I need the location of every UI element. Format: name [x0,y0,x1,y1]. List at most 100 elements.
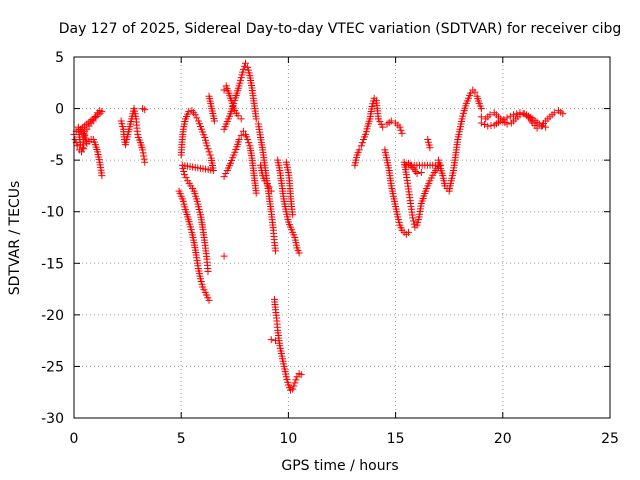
data-point [139,146,147,154]
data-series [351,94,387,169]
data-point [80,145,88,153]
data-point [533,124,541,132]
data-point [98,172,106,180]
data-series [205,92,228,260]
data-point [252,189,260,197]
data-point [180,167,188,175]
data-point [204,268,212,276]
data-point [141,106,149,114]
y-tick-label: -20 [41,308,64,324]
data-point [513,110,521,118]
data-series [274,156,303,257]
data-point [140,155,148,163]
data-point [404,228,412,236]
data-series [117,105,149,166]
y-axis: 5 0 -5 -10 -15 -20 -25 -30 [41,50,610,427]
data-point [535,120,543,128]
data-point [239,65,247,73]
data-series [220,59,260,197]
y-tick-label: -25 [41,359,64,375]
data-point [203,142,211,150]
data-point [477,119,485,127]
data-point [291,379,299,387]
data-point [538,122,546,130]
data-point [193,114,201,122]
data-point [290,382,298,390]
data-point [240,62,248,70]
data-point [292,376,300,384]
data-point [178,161,186,169]
data-point [289,385,297,393]
y-tick-label: 0 [55,102,64,118]
data-point [86,117,94,125]
data-point [426,144,434,152]
data-point [272,247,280,255]
data-point [409,217,417,225]
data-series [254,120,280,255]
data-series [177,107,217,276]
plot-frame [73,56,611,419]
y-tick-label: -30 [41,411,64,427]
data-series [400,158,445,231]
data-point [140,152,148,160]
data-point [387,117,395,125]
data-points [70,59,567,394]
y-tick-label: 5 [55,50,64,66]
x-axis-label: GPS time / hours [281,458,398,474]
data-point [542,123,550,131]
x-tick-label: 5 [177,431,186,447]
data-point [506,112,514,120]
data-point [481,121,489,129]
data-point [413,170,421,178]
chart-title: Day 127 of 2025, Sidereal Day-to-day VTE… [59,21,622,37]
data-point [510,111,518,119]
data-point [242,59,250,67]
y-tick-label: -10 [41,205,64,221]
data-point [358,139,366,147]
data-point [252,115,260,123]
data-series [477,107,567,132]
data-point [220,86,228,94]
data-point [410,220,418,228]
data-point [267,187,275,195]
data-point [357,142,365,150]
data-point [503,114,511,122]
data-point [210,117,218,125]
data-point [237,115,245,123]
y-axis-label: SDTVAR / TECUs [7,181,23,296]
data-point [204,145,212,153]
data-series [381,117,412,238]
data-point [134,130,142,138]
data-point [484,122,492,130]
data-point [519,110,527,118]
data-point [139,149,147,157]
data-point [267,336,275,344]
y-tick-label: -15 [41,256,64,272]
data-point [503,120,511,128]
data-point [206,151,214,159]
x-tick-label: 20 [494,431,512,447]
data-point [220,173,228,181]
data-point [297,371,305,379]
data-point [205,296,213,304]
data-point [500,115,508,123]
data-point [397,126,405,134]
data-series [70,107,106,180]
data-point [417,169,425,177]
data-point [73,142,81,150]
data-point [379,123,387,131]
y-tick-label: -5 [50,153,64,169]
x-tick-label: 25 [601,431,619,447]
data-series [175,187,213,304]
data-point [71,136,79,144]
data-point [265,183,273,191]
data-point [289,211,297,219]
data-point [141,158,149,166]
data-point [471,88,479,96]
data-point [486,111,494,119]
data-point [182,174,190,182]
data-point [398,129,406,137]
data-point [244,136,252,144]
data-point [180,171,188,179]
data-series [267,295,305,394]
